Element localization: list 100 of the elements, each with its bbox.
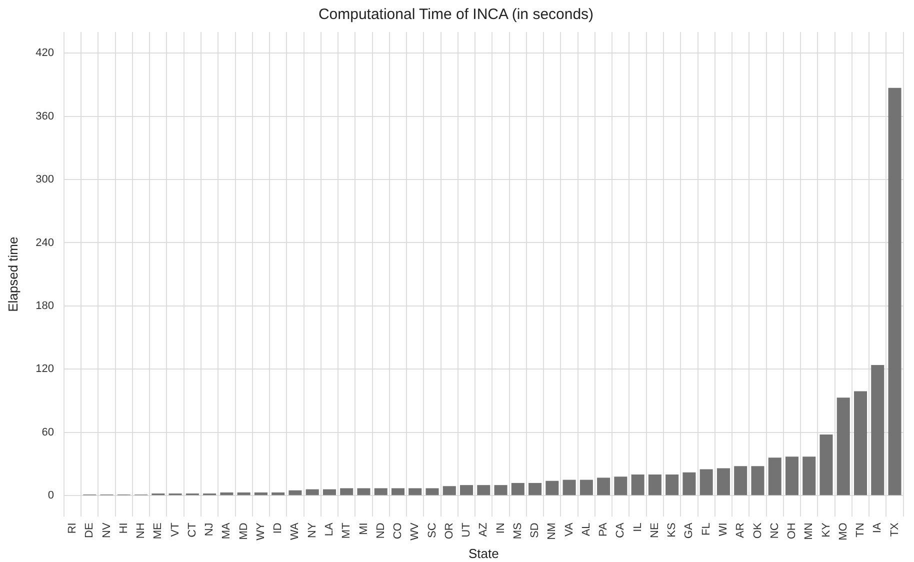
x-tick-label: KS [666,522,678,538]
x-tick-label: MA [220,522,233,540]
bar [288,490,302,496]
bar [716,468,730,496]
bar [734,466,748,496]
y-axis-title: Elapsed time [5,236,20,312]
x-tick-label: RI [66,522,79,534]
x-tick-label: NH [135,522,148,539]
bar [528,482,542,496]
chart-title: Computational Time of INCA (in seconds) [318,6,594,24]
bar [580,480,593,496]
bar [374,488,388,496]
bar [631,474,644,496]
bar [322,489,336,496]
bar [802,456,816,496]
bar [357,488,370,496]
bar [871,364,884,496]
bar [768,458,782,496]
bar [408,488,422,496]
x-tick-label: TN [854,522,867,538]
y-tick-label: 300 [36,174,54,186]
x-tick-label: MS [512,522,524,540]
y-tick-label: 60 [42,426,54,438]
x-tick-label: ID [272,522,284,534]
x-tick-label: NC [768,522,781,539]
x-tick-label: NE [648,522,661,538]
x-tick-label: NV [100,522,113,538]
x-tick-label: NY [306,522,318,538]
x-axis-title: State [468,546,499,561]
bar [460,485,474,496]
x-tick-label: MD [238,522,250,540]
bar [426,488,439,496]
bar [751,466,764,496]
bar [648,474,662,496]
bar [546,480,559,496]
x-tick-label: MO [837,522,850,540]
x-tick-label: ME [152,522,164,540]
x-tick-label: SD [529,522,542,538]
x-tick-label: OR [443,522,456,540]
y-tick-label: 0 [48,490,54,502]
y-tick-label: 420 [36,47,54,60]
bar [562,480,576,496]
x-tick-label: VT [169,522,182,537]
x-tick-label: IA [872,522,884,534]
x-tick-label: WA [289,522,302,540]
bar [785,456,798,496]
x-tick-label: NJ [204,522,216,536]
x-tick-label: AL [580,522,592,536]
bar [597,478,610,496]
y-tick-label: 360 [36,110,54,122]
x-tick-label: VA [563,522,576,537]
bar [700,469,713,496]
x-tick-label: FL [700,522,712,536]
x-tick-label: IN [494,522,507,534]
x-tick-label: CO [392,522,404,540]
x-tick-label: AR [734,522,747,538]
bar [854,391,868,496]
x-tick-label: WI [717,522,730,536]
bar [820,434,833,496]
x-tick-label: KY [820,522,832,538]
x-tick-label: HI [118,522,130,534]
bar [442,486,456,496]
bar [220,492,234,496]
bar [340,488,354,496]
x-tick-label: OK [752,522,764,539]
x-tick-label: TX [888,522,901,537]
x-tick-label: MI [358,522,370,535]
x-tick-label: SC [426,522,438,538]
x-tick-label: MT [340,522,353,539]
x-tick-label: WY [254,522,267,540]
x-tick-label: NM [546,522,558,540]
bar [391,488,404,496]
bar [888,88,902,496]
x-tick-label: UT [460,522,473,538]
bar [272,492,285,496]
x-tick-label: PA [598,522,610,537]
x-tick-label: MN [803,522,816,540]
x-tick-label: ND [374,522,387,539]
bar [254,492,268,496]
y-tick-label: 240 [36,236,54,249]
x-tick-label: LA [324,522,336,536]
x-tick-label: DE [84,522,96,538]
x-tick-label: OH [786,522,798,540]
x-tick-label: CA [614,522,627,538]
bar [237,492,250,496]
bar [477,485,490,496]
y-tick-label: 120 [36,363,54,376]
bar [494,485,508,496]
x-tick-label: CT [186,522,198,538]
x-tick-label: GA [683,522,696,539]
bar [306,489,319,496]
x-tick-label: IL [632,522,644,532]
bar [511,482,524,496]
bar [836,398,850,496]
y-tick-label: 180 [36,300,54,312]
bar [614,476,628,496]
x-tick-label: WV [409,522,422,540]
x-tick-label: AZ [478,522,490,537]
bar [682,472,696,496]
bar [666,474,679,496]
